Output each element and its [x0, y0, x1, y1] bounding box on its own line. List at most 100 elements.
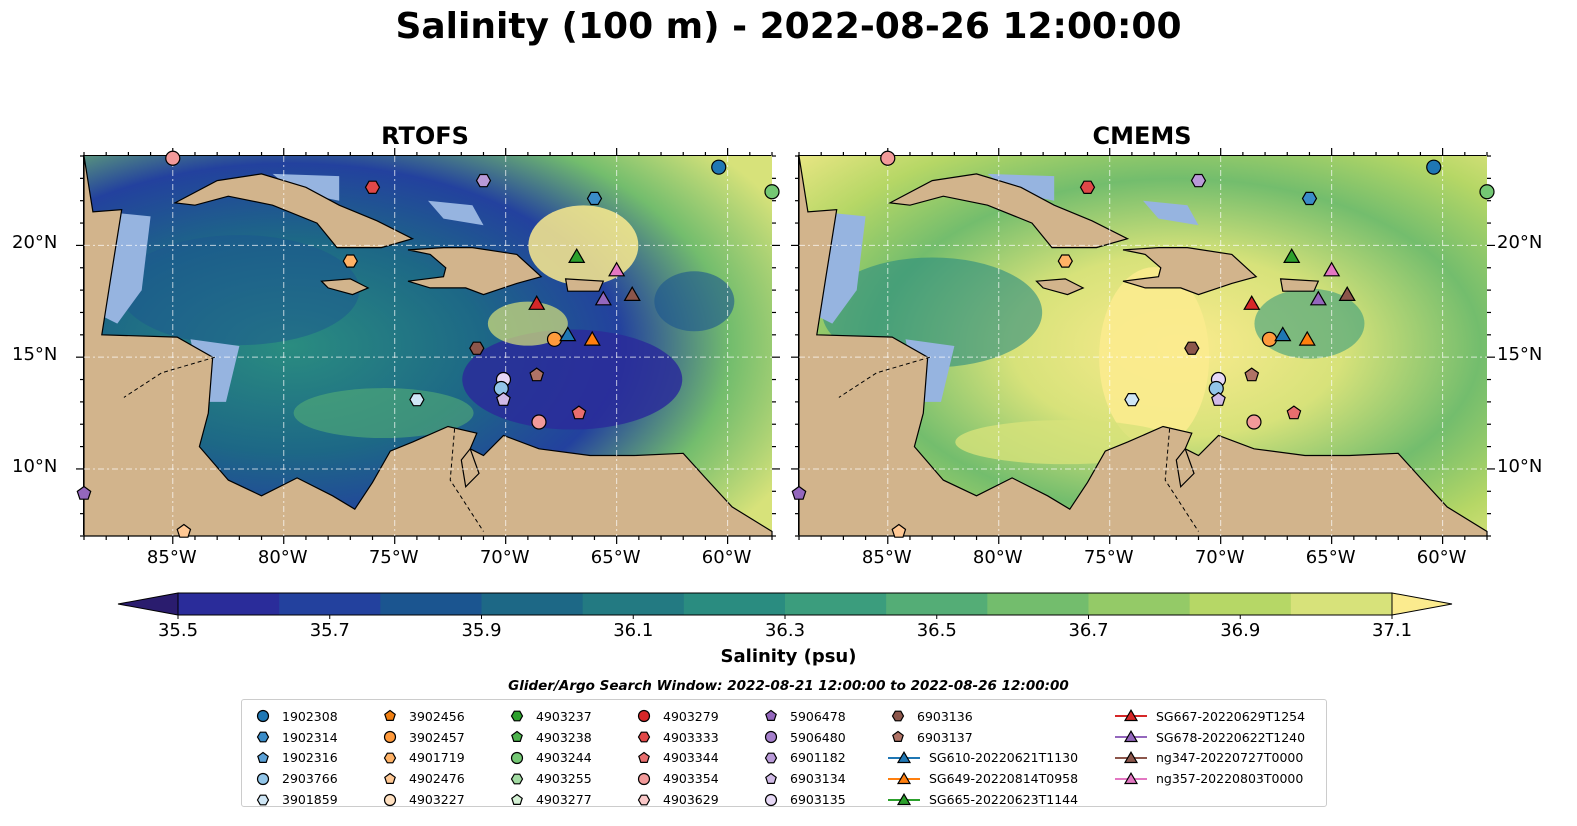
- legend-entry: 3902456: [379, 706, 465, 727]
- legend-label: 4903227: [409, 792, 465, 808]
- lon-tick-label: 60°W: [1416, 547, 1467, 568]
- legend-label: 4902476: [409, 771, 465, 787]
- legend-entry: SG649-20220814T0958: [887, 768, 1078, 789]
- legend-marker: [637, 710, 651, 723]
- legend-marker: [764, 793, 778, 806]
- float-marker: [1283, 247, 1301, 264]
- lon-tick-label: 75°W: [368, 547, 419, 568]
- legend-label: 3901859: [282, 792, 338, 808]
- float-marker: [546, 331, 563, 347]
- float-marker: [342, 254, 358, 268]
- legend-label: 4903277: [536, 792, 592, 808]
- legend-entry: 6903136: [887, 706, 1078, 727]
- float-marker: [764, 184, 780, 200]
- legend-label: 4903244: [536, 750, 592, 766]
- legend-label: 6903135: [790, 792, 846, 808]
- legend-marker: [638, 751, 650, 763]
- legend-label: 5906478: [790, 708, 846, 724]
- float-marker: [1479, 184, 1495, 200]
- panel-title-cmems: CMEMS: [1092, 122, 1192, 150]
- colorbar-segment: [1189, 593, 1292, 615]
- float-marker: [76, 485, 92, 500]
- legend-entry: 2903766: [252, 768, 338, 789]
- float-marker: [1244, 367, 1260, 382]
- float-marker: [1079, 180, 1096, 195]
- legend-entry: 6901182: [760, 748, 846, 769]
- float-marker: [531, 414, 547, 430]
- legend: 1902308 1902314 1902316 2903766 3901859 39024…: [241, 699, 1327, 807]
- legend-label: 4903279: [663, 708, 719, 724]
- legend-label: 4903333: [663, 729, 719, 745]
- figure-title: Salinity (100 m) - 2022-08-26 12:00:00: [395, 6, 1182, 47]
- lon-tick-label: 70°W: [479, 547, 530, 568]
- legend-marker: [256, 731, 270, 743]
- legend-marker: [896, 750, 912, 764]
- legend-marker: [511, 730, 523, 743]
- lat-tick-label-right: 20°N: [1497, 232, 1543, 254]
- legend-label: 3902457: [409, 729, 465, 745]
- legend-entry: 4903244: [506, 748, 592, 769]
- float-marker: [568, 247, 586, 264]
- float-marker: [623, 285, 641, 301]
- legend-label: 4901719: [409, 750, 465, 766]
- legend-label: 6901182: [790, 750, 846, 766]
- legend-marker: [637, 772, 651, 785]
- lat-tick-label-right: 15°N: [1497, 344, 1543, 366]
- float-marker: [1211, 391, 1226, 406]
- legend-entry: 4903333: [633, 727, 719, 748]
- colorbar-segment: [279, 593, 381, 615]
- float-marker: [594, 290, 612, 306]
- float-marker: [1184, 341, 1200, 355]
- legend-marker: [892, 730, 904, 743]
- lon-tick-label: 80°W: [257, 547, 308, 568]
- lat-tick-label-left: 10°N: [12, 455, 58, 477]
- legend-marker: [764, 731, 778, 744]
- float-marker: [409, 393, 425, 407]
- legend-marker: [1123, 709, 1139, 722]
- float-marker: [176, 523, 192, 538]
- lon-tick-label: 75°W: [1083, 547, 1134, 568]
- float-marker: [559, 326, 577, 342]
- float-marker: [1274, 326, 1292, 342]
- float-marker: [493, 380, 509, 397]
- lon-tick-label: 70°W: [1194, 547, 1245, 568]
- legend-column: 4903237 4903238 4903244 4903255 4903277: [506, 706, 592, 810]
- float-marker: [1057, 254, 1073, 268]
- colorbar-extend-high: [1391, 592, 1453, 616]
- legend-entry: 4903238: [506, 727, 592, 748]
- colorbar-segment: [582, 593, 685, 615]
- legend-label: 4903255: [536, 771, 592, 787]
- legend-entry: 1902314: [252, 727, 338, 748]
- legend-label: 2903766: [282, 771, 338, 787]
- legend-entry: SG667-20220629T1254: [1114, 706, 1305, 727]
- legend-entry: 4903277: [506, 789, 592, 810]
- map-canvas: [76, 148, 780, 544]
- legend-label: ng347-20220727T0000: [1156, 750, 1304, 766]
- colorbar-tick-label: 36.3: [764, 620, 806, 641]
- legend-marker: [765, 772, 777, 784]
- float-marker: [1124, 393, 1140, 407]
- legend-entry: ng347-20220727T0000: [1114, 748, 1305, 769]
- legend-marker: [637, 794, 651, 805]
- colorbar-tick-label: 37.1: [1371, 620, 1413, 641]
- legend-label: 4903629: [663, 792, 719, 808]
- legend-marker: [896, 792, 912, 805]
- legend-label: 4903238: [536, 729, 592, 745]
- colorbar-segment: [1290, 593, 1393, 615]
- legend-label: ng357-20220803T0000: [1156, 771, 1304, 787]
- legend-marker: [510, 710, 524, 722]
- float-marker: [529, 367, 545, 382]
- legend-column: 3902456 3902457 4901719 4902476 4903227: [379, 706, 465, 810]
- legend-label: SG665-20220623T1144: [929, 792, 1079, 808]
- lon-tick-label: 85°W: [861, 547, 912, 568]
- legend-label: 4903237: [536, 708, 592, 724]
- float-marker: [1261, 331, 1278, 347]
- float-marker: [608, 261, 626, 277]
- colorbar-tick-label: 36.7: [1068, 620, 1109, 641]
- legend-entry: 4901719: [379, 748, 465, 769]
- legend-label: SG610-20220621T1130: [929, 750, 1079, 766]
- lon-tick-label: 65°W: [1305, 547, 1356, 568]
- float-marker: [475, 173, 492, 188]
- float-marker: [571, 405, 587, 420]
- lat-tick-label-right: 10°N: [1497, 455, 1543, 477]
